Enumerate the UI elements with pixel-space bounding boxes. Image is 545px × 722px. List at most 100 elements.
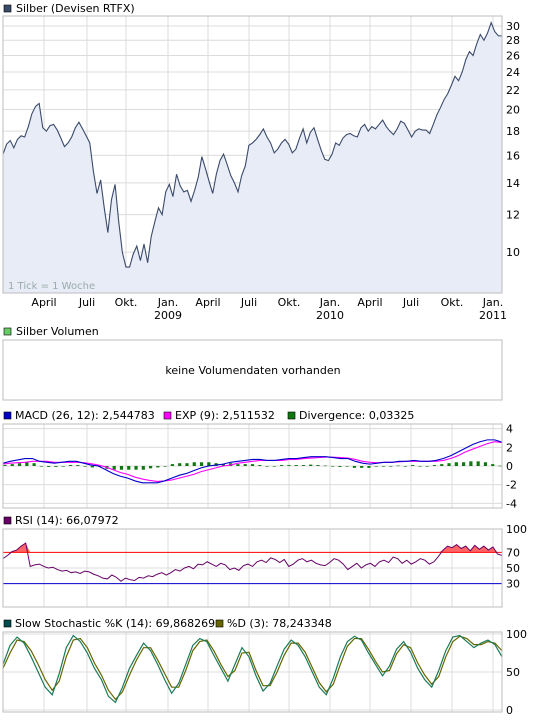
divergence-legend-swatch	[287, 411, 296, 420]
macd-line	[2, 439, 503, 484]
price-year-label: 2010	[316, 309, 344, 322]
stoch-frame	[2, 631, 503, 713]
stoch-d-legend-label: %D (3): 78,243348	[227, 617, 332, 630]
divergence-bar	[367, 466, 371, 468]
price-y-tick-label: 22	[506, 84, 520, 97]
rsi-y-tick-label: 100	[506, 523, 527, 536]
divergence-bar	[476, 461, 480, 466]
divergence-bar	[411, 465, 415, 466]
volume-legend-label: Silber Volumen	[16, 325, 99, 338]
rsi-grid	[3, 528, 502, 607]
rsi-legend-label: RSI (14): 66,07972	[15, 514, 119, 527]
divergence-bar	[316, 465, 320, 466]
macd-y-axis: -4 -2 0 2 4	[506, 423, 517, 511]
price-y-tick-label: 10	[506, 246, 520, 259]
divergence-bar	[10, 464, 14, 466]
divergence-bar	[156, 466, 160, 468]
divergence-bar	[447, 463, 451, 466]
price-x-axis: April Juli Okt. Jan. April Juli Okt. Jan. April J…	[31, 296, 507, 322]
divergence-bar	[17, 463, 22, 466]
divergence-bar	[83, 466, 87, 467]
macd-legend-label: MACD (26, 12): 2,544783	[15, 409, 155, 422]
divergence-bar	[440, 464, 444, 466]
divergence-bar	[425, 466, 429, 467]
price-x-tick-label: Juli	[240, 296, 257, 309]
price-x-tick-label: Okt.	[115, 296, 138, 309]
price-y-tick-label: 12	[506, 209, 520, 222]
divergence-bar	[360, 466, 364, 468]
volume-panel: Silber Volumen keine Volumendaten vorhan…	[2, 325, 503, 401]
divergence-bar	[39, 466, 43, 467]
macd-y-tick-label: -4	[506, 497, 517, 510]
divergence-bar	[498, 465, 502, 467]
stoch-d-legend-swatch	[215, 619, 224, 628]
divergence-bar	[374, 466, 378, 467]
price-y-tick-label: 28	[506, 34, 520, 47]
divergence-bar	[330, 466, 335, 467]
divergence-bar	[294, 465, 298, 466]
divergence-bar	[462, 462, 466, 466]
divergence-bar	[483, 462, 488, 466]
divergence-bar	[243, 464, 247, 466]
stoch-k-line	[2, 634, 503, 704]
divergence-bar	[280, 465, 284, 466]
divergence-bar	[199, 462, 204, 466]
divergence-bar	[134, 466, 138, 470]
divergence-bar	[3, 465, 7, 466]
stoch-y-tick-label: 0	[506, 704, 513, 717]
divergence-bar	[119, 466, 124, 470]
stoch-k-legend-label: Slow Stochastic %K (14): 69,868269	[15, 617, 215, 630]
volume-frame	[2, 339, 503, 401]
divergence-bar	[396, 465, 400, 467]
price-line	[2, 21, 502, 268]
rsi-frame	[2, 528, 503, 608]
price-y-tick-label: 24	[506, 66, 520, 79]
stoch-d-line	[2, 635, 503, 701]
rsi-legend-swatch	[3, 516, 12, 525]
price-panel: Silber (Devisen RTFX) 1 Tick = 1 Woche 1…	[2, 2, 520, 322]
divergence-bar	[163, 466, 167, 467]
rsi-y-tick-label: 30	[506, 578, 520, 591]
divergence-bar	[61, 466, 65, 467]
macd-y-tick-label: -2	[506, 479, 517, 492]
divergence-bar	[32, 463, 36, 466]
stoch-y-tick-label: 100	[506, 628, 527, 641]
price-frame	[2, 15, 503, 294]
macd-legend-swatch	[3, 411, 12, 420]
price-y-tick-label: 16	[506, 149, 520, 162]
divergence-bar	[236, 464, 240, 466]
macd-y-tick-label: 0	[506, 460, 513, 473]
tick-note: 1 Tick = 1 Woche	[8, 281, 95, 292]
stoch-k-legend-swatch	[3, 619, 12, 628]
divergence-bar	[265, 466, 269, 467]
macd-panel: MACD (26, 12): 2,544783 EXP (9): 2,51153…	[2, 409, 517, 511]
divergence-bar	[301, 465, 306, 466]
rsi-y-axis: 100 70 50 30	[506, 523, 527, 591]
macd-frame	[2, 423, 503, 509]
price-x-tick-label: Okt.	[441, 296, 464, 309]
volume-legend-swatch	[3, 327, 12, 336]
divergence-bar	[112, 466, 116, 470]
divergence-bar	[221, 464, 225, 466]
divergence-bars	[3, 461, 502, 470]
divergence-bar	[54, 466, 58, 467]
divergence-bar	[258, 465, 262, 466]
exp-legend-swatch	[163, 411, 172, 420]
price-legend-swatch	[3, 4, 12, 13]
price-x-tick-label: Jan.	[157, 296, 178, 309]
divergence-bar	[272, 466, 276, 467]
exp-legend-label: EXP (9): 2,511532	[175, 409, 275, 422]
price-x-tick-label: Jan.	[482, 296, 503, 309]
divergence-bar	[90, 466, 94, 468]
divergence-bar	[454, 462, 458, 466]
rsi-y-tick-label: 70	[506, 546, 520, 559]
divergence-bar	[76, 465, 80, 466]
macd-y-tick-label: 2	[506, 441, 513, 454]
stoch-grid	[3, 632, 502, 712]
price-area-fill	[3, 22, 502, 293]
divergence-legend-label: Divergence: 0,03325	[299, 409, 414, 422]
price-x-tick-label: April	[195, 296, 220, 309]
divergence-bar	[170, 464, 175, 466]
